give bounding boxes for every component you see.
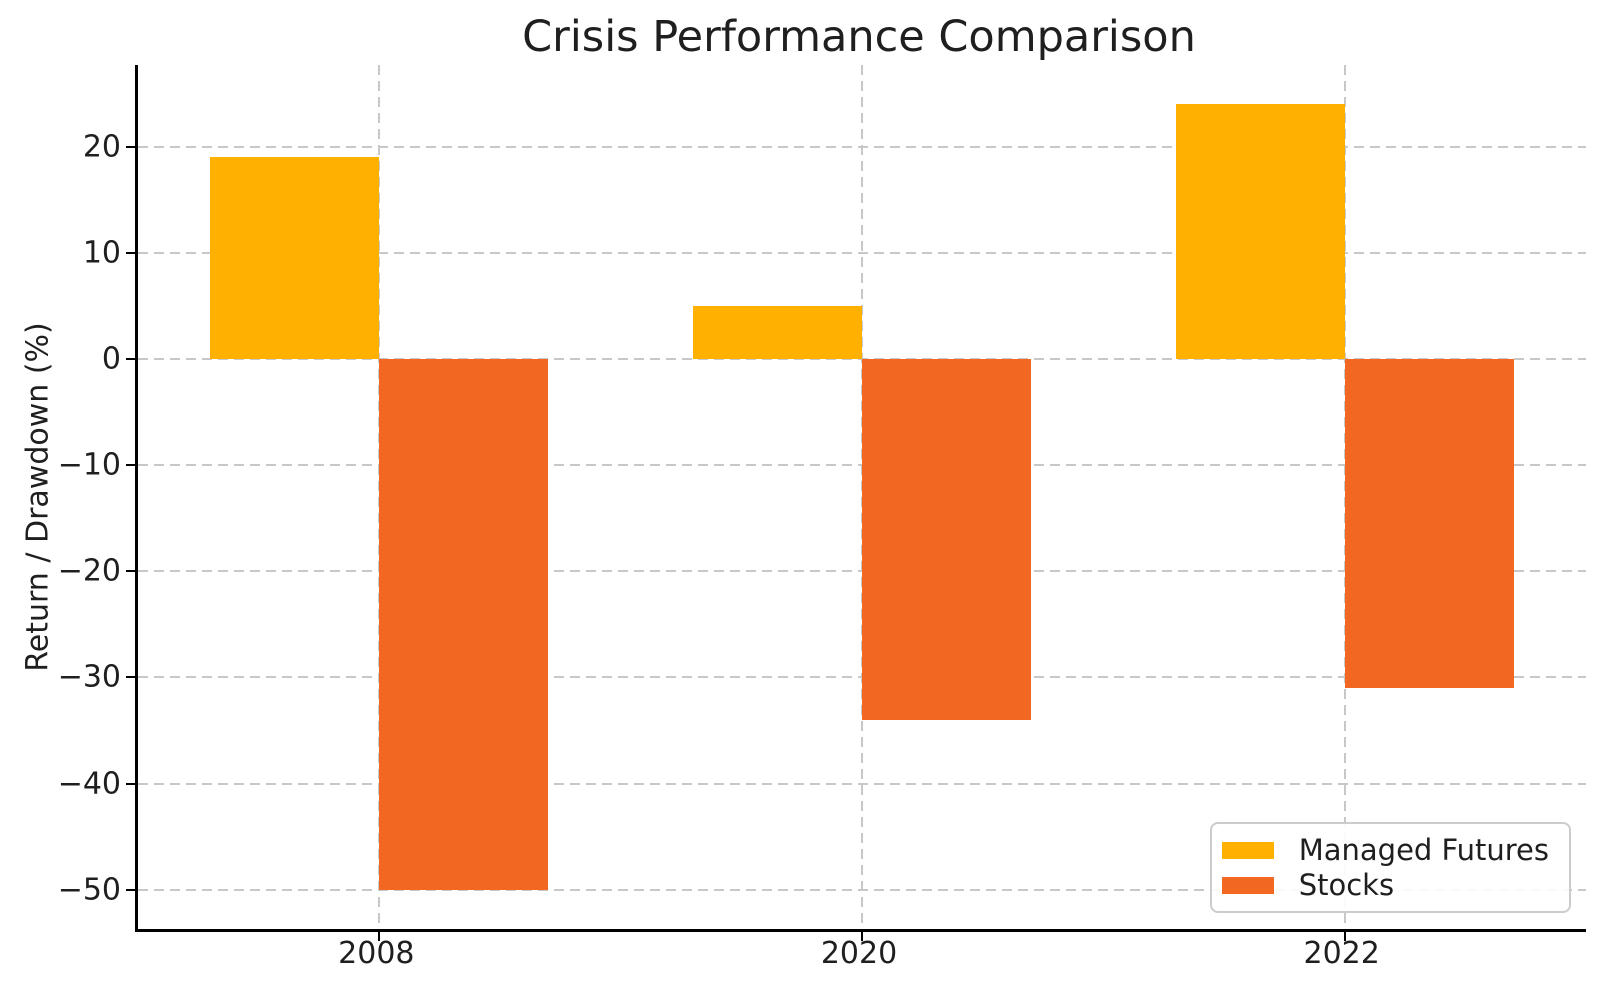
x-tick-label: 2022 [1303, 936, 1380, 971]
bar-managed-futures-2020 [693, 305, 862, 359]
y-tick-mark [126, 782, 135, 785]
x-tick-mark [378, 932, 381, 941]
x-tick-label: 2008 [338, 936, 415, 971]
legend: Managed Futures Stocks [1209, 822, 1571, 913]
y-tick-label: −10 [57, 447, 121, 483]
bar-stocks-2008 [379, 359, 549, 890]
legend-item: Stocks [1221, 868, 1549, 902]
y-tick-mark [126, 570, 135, 573]
legend-label: Stocks [1298, 868, 1395, 902]
x-tick-mark [861, 932, 863, 941]
y-tick-mark [126, 145, 135, 148]
y-tick-label: −40 [57, 766, 121, 802]
y-tick-label: 20 [82, 129, 121, 165]
y-tick-mark [126, 888, 135, 891]
y-tick-mark [126, 464, 135, 467]
bar-managed-futures-2008 [210, 157, 380, 359]
y-tick-label: 0 [101, 341, 121, 377]
legend-swatch [1221, 876, 1274, 894]
y-tick-labels: 20 10 0 −10 −20 −30 −40 −50 [0, 65, 121, 929]
y-tick-mark [126, 251, 135, 254]
y-tick-mark [126, 676, 135, 679]
x-tick-labels: 2008 2020 2022 [135, 936, 1583, 976]
legend-swatch [1221, 841, 1274, 859]
plot-area: Managed Futures Stocks [126, 65, 1586, 941]
y-tick-label: −20 [57, 553, 121, 589]
x-tick-mark [1343, 932, 1346, 941]
x-tick-label: 2020 [820, 936, 898, 971]
bar-stocks-2020 [862, 359, 1031, 720]
y-tick-label: −50 [57, 872, 121, 908]
legend-item: Managed Futures [1221, 833, 1549, 867]
y-tick-label: −30 [57, 659, 121, 695]
bar-stocks-2022 [1344, 359, 1514, 689]
bar-managed-futures-2022 [1175, 104, 1345, 359]
chart-title: Crisis Performance Comparison [522, 12, 1196, 62]
legend-label: Managed Futures [1298, 833, 1549, 867]
y-tick-mark [126, 358, 135, 360]
y-tick-label: 10 [82, 235, 121, 271]
